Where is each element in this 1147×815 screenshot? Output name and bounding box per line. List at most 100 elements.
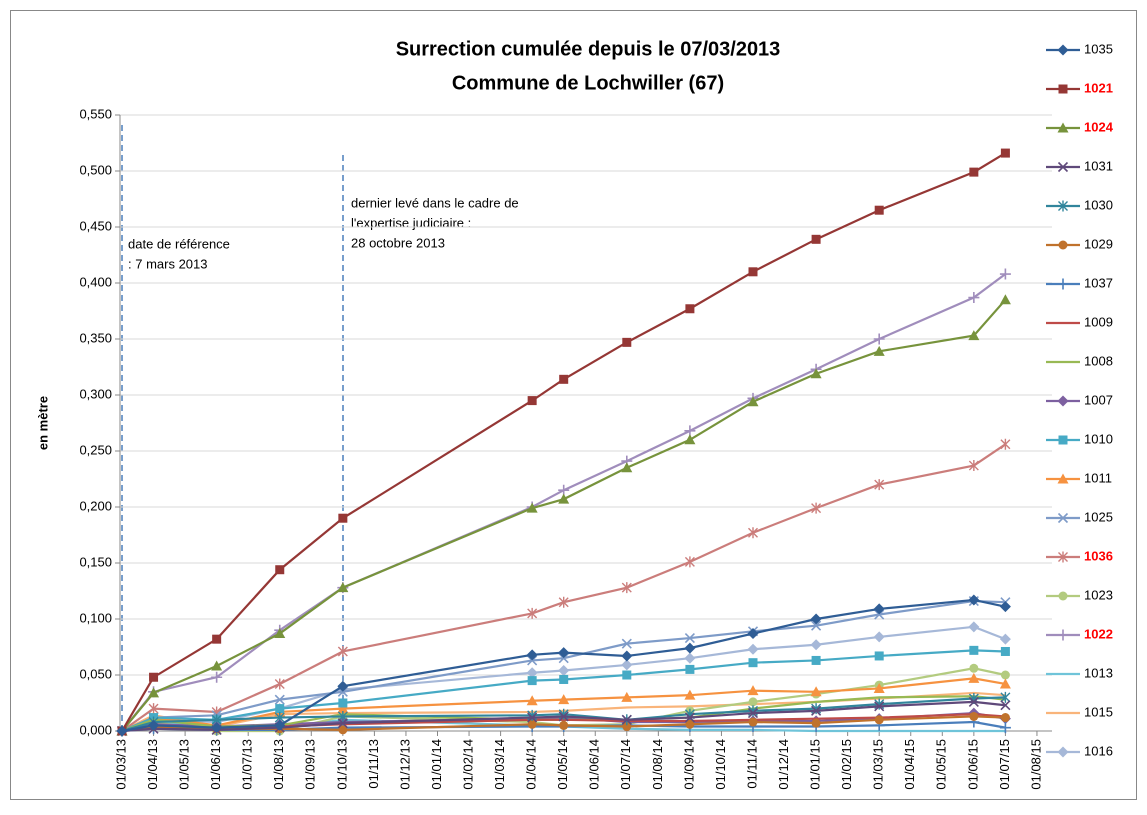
marker xyxy=(874,609,885,620)
marker xyxy=(684,434,696,445)
marker xyxy=(873,603,885,615)
marker xyxy=(810,686,822,697)
legend-label: 1025 xyxy=(1084,509,1113,524)
legend-label: 1031 xyxy=(1084,158,1113,173)
legend-item: 1013 xyxy=(1046,665,1113,680)
y-tick-label: 0,000 xyxy=(79,722,112,737)
marker xyxy=(968,594,980,606)
marker xyxy=(621,691,633,702)
marker xyxy=(558,711,569,722)
marker xyxy=(747,643,759,655)
marker xyxy=(874,651,884,661)
marker xyxy=(527,396,537,406)
x-tick-label: 01/04/14 xyxy=(524,739,539,790)
marker xyxy=(748,267,758,277)
x-tick-label: 01/12/13 xyxy=(397,739,412,790)
marker xyxy=(811,620,822,631)
marker xyxy=(338,725,348,735)
legend-label: 1024 xyxy=(1084,119,1114,134)
marker xyxy=(684,689,696,700)
marker xyxy=(811,234,821,244)
x-tick-label: 01/09/14 xyxy=(681,739,696,790)
marker xyxy=(621,659,633,671)
marker xyxy=(811,705,822,716)
marker xyxy=(873,631,885,643)
marker xyxy=(747,708,759,719)
x-tick-label: 01/09/13 xyxy=(303,739,318,790)
marker xyxy=(685,304,695,314)
x-tick-label: 01/07/14 xyxy=(618,739,633,790)
marker xyxy=(1058,200,1068,212)
legend-item: 1024 xyxy=(1046,119,1114,134)
legend-label: 1010 xyxy=(1084,431,1113,446)
marker xyxy=(685,719,695,729)
marker xyxy=(558,647,570,659)
legend-item: 1029 xyxy=(1046,236,1113,251)
marker xyxy=(621,650,633,662)
x-tick-label: 01/08/15 xyxy=(1028,739,1043,790)
marker xyxy=(527,719,537,729)
marker xyxy=(338,513,348,523)
x-tick-label: 01/03/15 xyxy=(871,739,886,790)
legend-item: 1030 xyxy=(1046,197,1113,212)
marker xyxy=(747,685,759,696)
marker xyxy=(1057,278,1069,290)
x-tick-label: 01/04/13 xyxy=(145,739,160,790)
marker xyxy=(999,678,1011,689)
marker xyxy=(621,462,633,473)
marker xyxy=(1057,44,1069,56)
marker xyxy=(1000,670,1010,680)
marker xyxy=(1000,700,1011,711)
legend-item: 1009 xyxy=(1046,314,1113,329)
x-tick-label: 01/01/14 xyxy=(429,739,444,790)
marker xyxy=(1000,438,1011,450)
x-tick-label: 01/07/15 xyxy=(997,739,1012,790)
marker xyxy=(558,665,570,677)
legend-item: 1035 xyxy=(1046,41,1113,56)
legend-label: 1007 xyxy=(1084,392,1113,407)
legend-label: 1036 xyxy=(1084,548,1113,563)
marker xyxy=(1058,591,1068,601)
marker xyxy=(275,704,285,714)
marker xyxy=(558,596,569,608)
annotation: date de référence xyxy=(128,236,230,251)
marker xyxy=(873,682,885,693)
marker xyxy=(968,621,980,633)
marker xyxy=(1057,395,1069,407)
legend-label: 1009 xyxy=(1084,314,1113,329)
marker xyxy=(1000,646,1010,656)
legend-label: 1011 xyxy=(1084,470,1112,485)
marker xyxy=(684,556,695,568)
annotation: dernier levé dans le cadre de xyxy=(351,195,519,210)
x-tick-label: 01/06/14 xyxy=(587,739,602,790)
marker xyxy=(621,638,632,649)
marker xyxy=(526,649,538,661)
marker xyxy=(527,676,537,686)
marker xyxy=(148,687,160,698)
annotation: : 7 mars 2013 xyxy=(128,256,208,271)
series-line xyxy=(121,696,1006,733)
marker xyxy=(337,703,349,714)
legend-item: 1031 xyxy=(1046,158,1113,173)
marker xyxy=(526,695,538,706)
marker xyxy=(211,722,223,734)
y-tick-label: 0,500 xyxy=(79,162,112,177)
marker xyxy=(968,696,979,707)
legend-label: 1015 xyxy=(1084,704,1113,719)
series-line xyxy=(121,273,1007,732)
marker xyxy=(559,720,569,730)
marker xyxy=(873,345,885,356)
marker xyxy=(274,628,286,639)
marker xyxy=(748,717,758,727)
marker xyxy=(811,502,822,514)
legend-item: 1016 xyxy=(1046,743,1113,758)
series-line xyxy=(121,667,1006,733)
marker xyxy=(116,725,128,737)
legend-label: 1035 xyxy=(1084,41,1113,56)
marker xyxy=(999,294,1011,305)
legend-label: 1030 xyxy=(1084,197,1113,212)
x-tick-label: 01/11/13 xyxy=(366,739,381,789)
marker xyxy=(969,711,979,721)
marker xyxy=(684,712,695,723)
legend-item: 1037 xyxy=(1046,275,1113,290)
